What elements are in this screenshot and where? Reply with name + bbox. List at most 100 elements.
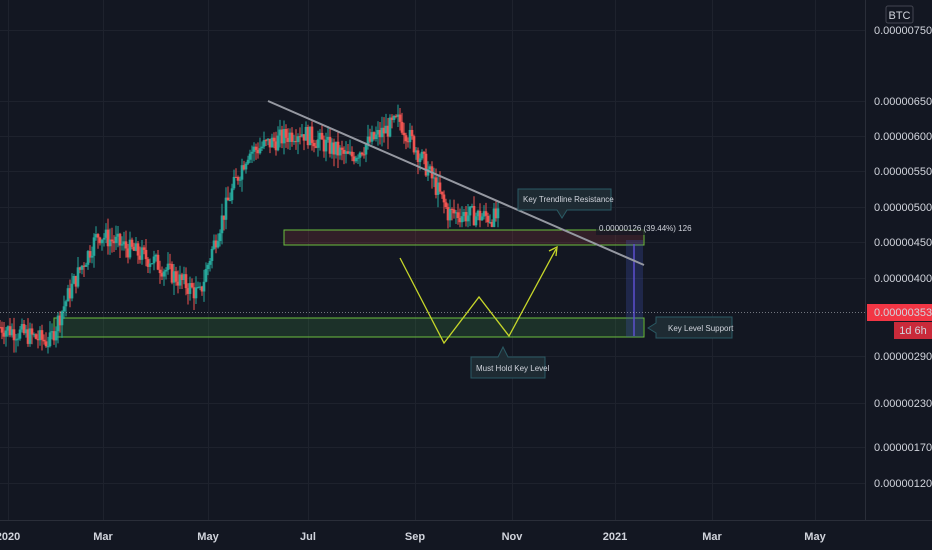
callout-must-hold-box	[470, 345, 546, 379]
candle-body	[168, 263, 172, 265]
symbol-badge[interactable]	[885, 5, 914, 24]
projection-path[interactable]	[399, 248, 557, 345]
candle-body	[436, 182, 440, 195]
candle-body	[282, 129, 286, 144]
candle-body	[96, 234, 100, 238]
current-price-label: 0.00000353	[874, 307, 932, 319]
candle-body	[496, 208, 500, 219]
candle-body	[160, 273, 164, 277]
candle-body	[360, 152, 364, 155]
candle-body	[414, 150, 418, 153]
candle-body	[244, 163, 248, 170]
candle-body	[20, 324, 24, 330]
candle-body	[328, 136, 332, 154]
candle-body	[124, 241, 128, 249]
candle-body	[150, 263, 154, 265]
candle-body	[290, 132, 294, 142]
time-tick-2021: 2021	[603, 531, 627, 543]
candle-body	[456, 212, 460, 219]
candle-body	[418, 158, 422, 163]
price-tick-5: 0.00000450	[874, 237, 932, 249]
candle-body	[138, 255, 142, 260]
time-tick-nov-2020: Nov	[502, 531, 524, 543]
candle-body	[32, 334, 36, 336]
candle-body	[126, 248, 130, 258]
current-price-badge[interactable]	[867, 304, 932, 321]
candle-body	[100, 239, 104, 244]
candle-body	[492, 208, 496, 227]
candle-body	[28, 328, 32, 344]
trendline-resistance[interactable]	[267, 100, 645, 266]
candle-body	[314, 146, 318, 148]
candle-body	[172, 271, 176, 283]
candle-body	[352, 156, 356, 162]
candle-body	[128, 239, 132, 258]
candle-body	[18, 329, 22, 339]
candle-body	[368, 136, 372, 142]
candle-body	[402, 132, 406, 136]
callout-support-text: Key Level Support	[668, 324, 734, 333]
time-axis-panel[interactable]	[0, 521, 932, 550]
candle-body	[464, 212, 468, 222]
candle-body	[174, 271, 178, 282]
resistance-zone[interactable]	[283, 229, 645, 246]
callout-support[interactable]: Key Level Support	[647, 316, 734, 339]
candle-body	[494, 208, 498, 219]
time-ticks: 2020 Mar May Jul Sep Nov 2021 Mar May	[0, 531, 827, 543]
candle-body	[348, 151, 352, 154]
price-axis-panel[interactable]	[866, 0, 932, 520]
candle-body	[476, 210, 480, 217]
measure-label-box	[596, 222, 670, 235]
candle-body	[486, 215, 490, 223]
support-zone[interactable]	[53, 317, 645, 338]
callout-must-hold[interactable]: Must Hold Key Level	[470, 345, 550, 379]
candle-body	[10, 329, 14, 336]
candle-body	[116, 233, 120, 237]
candle-body	[16, 338, 20, 340]
candle-body	[64, 301, 68, 307]
candle-body	[8, 326, 12, 336]
countdown-label: 1d 6h	[899, 325, 927, 337]
candle-body	[236, 177, 240, 181]
price-tick-4: 0.00000500	[874, 202, 932, 214]
candle-body	[114, 236, 118, 244]
candle-body	[440, 191, 444, 195]
candle-body	[312, 142, 316, 147]
candle-body	[228, 200, 232, 202]
candle-body	[302, 134, 306, 141]
candle-body	[106, 229, 110, 247]
candle-body	[292, 141, 296, 143]
candle-body	[432, 177, 436, 179]
candle-body	[82, 265, 86, 267]
candle-body	[70, 283, 74, 299]
callout-resistance[interactable]: Key Trendline Resistance	[517, 188, 614, 219]
candle-body	[344, 151, 348, 154]
candle-body	[310, 126, 314, 143]
candle-body	[378, 130, 382, 138]
candle-body	[354, 157, 358, 162]
candle-body	[200, 286, 204, 292]
candle-body	[72, 275, 76, 284]
candle-body	[238, 179, 242, 181]
candle-body	[392, 115, 396, 120]
candle-body	[190, 283, 194, 288]
countdown-badge[interactable]	[894, 322, 932, 339]
price-tick-6: 0.00000400	[874, 273, 932, 285]
candle-body	[270, 137, 274, 148]
candle-body	[152, 256, 156, 264]
candle-body	[408, 129, 412, 143]
candle-body	[230, 188, 234, 201]
candle-body	[136, 243, 140, 256]
candle-body	[184, 274, 188, 289]
candle-body	[482, 211, 486, 217]
candle-body	[338, 147, 342, 156]
candle-body	[466, 215, 470, 222]
candle-body	[446, 207, 450, 221]
candle-body	[46, 346, 50, 348]
candle-body	[210, 248, 214, 261]
candle-body	[278, 129, 282, 136]
candle-body	[222, 215, 226, 220]
time-tick-jul-2020: Jul	[300, 531, 316, 543]
projection-arrowhead	[548, 245, 558, 257]
